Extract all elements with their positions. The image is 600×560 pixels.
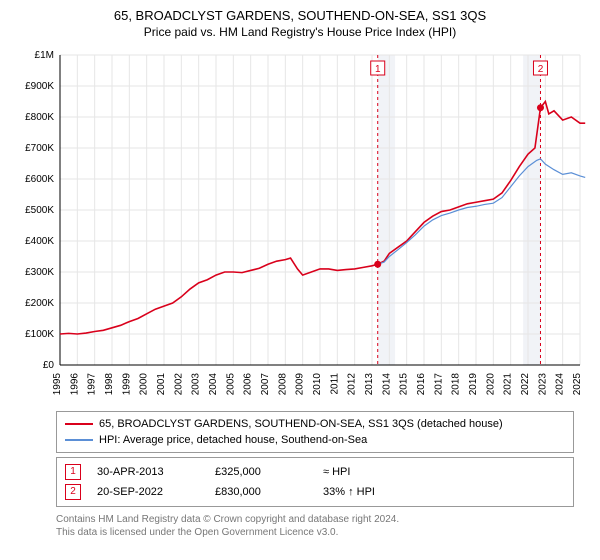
legend-item: HPI: Average price, detached house, Sout… (65, 432, 565, 448)
svg-text:2010: 2010 (312, 373, 323, 396)
chart-plot: £0 £100K £200K £300K £400K £500K £600K £700K £80… (10, 45, 590, 405)
svg-text:2021: 2021 (503, 373, 514, 396)
table-row: 2 20-SEP-2022 £830,000 33% ↑ HPI (65, 482, 565, 502)
svg-text:2007: 2007 (260, 373, 271, 396)
svg-text:2020: 2020 (485, 373, 496, 396)
marker-date: 30-APR-2013 (97, 462, 207, 482)
footer-line: This data is licensed under the Open Gov… (56, 526, 574, 539)
chart-title: 65, BROADCLYST GARDENS, SOUTHEND-ON-SEA,… (10, 8, 590, 23)
svg-text:£200K: £200K (25, 298, 54, 309)
svg-text:2006: 2006 (243, 373, 254, 396)
footer-line: Contains HM Land Registry data © Crown c… (56, 513, 574, 526)
legend: 65, BROADCLYST GARDENS, SOUTHEND-ON-SEA,… (56, 411, 574, 453)
svg-text:2024: 2024 (555, 373, 566, 396)
svg-text:2011: 2011 (329, 373, 340, 395)
markers-table: 1 30-APR-2013 £325,000 ≈ HPI 2 20-SEP-20… (56, 457, 574, 507)
svg-text:2017: 2017 (433, 373, 444, 396)
svg-text:2002: 2002 (173, 373, 184, 396)
svg-text:£100K: £100K (25, 329, 54, 340)
svg-text:2009: 2009 (295, 373, 306, 396)
chart-container: 65, BROADCLYST GARDENS, SOUTHEND-ON-SEA,… (0, 0, 600, 545)
line-chart-svg: £0 £100K £200K £300K £400K £500K £600K £700K £80… (10, 45, 590, 405)
legend-swatch-icon (65, 423, 93, 425)
svg-text:2005: 2005 (225, 373, 236, 396)
svg-text:1995: 1995 (52, 373, 63, 396)
svg-text:£900K: £900K (25, 81, 54, 92)
svg-text:2013: 2013 (364, 373, 375, 396)
svg-text:£300K: £300K (25, 267, 54, 278)
svg-text:£0: £0 (43, 360, 55, 371)
svg-text:2: 2 (538, 64, 544, 75)
svg-text:2022: 2022 (520, 373, 531, 396)
marker-price: £830,000 (215, 482, 315, 502)
svg-text:2025: 2025 (572, 373, 583, 396)
svg-text:2014: 2014 (381, 373, 392, 396)
svg-text:£600K: £600K (25, 174, 54, 185)
svg-text:1: 1 (375, 64, 381, 75)
legend-label: HPI: Average price, detached house, Sout… (99, 432, 367, 448)
svg-text:1996: 1996 (69, 373, 80, 396)
svg-text:2018: 2018 (451, 373, 462, 396)
svg-text:£400K: £400K (25, 236, 54, 247)
svg-text:2003: 2003 (191, 373, 202, 396)
svg-text:£700K: £700K (25, 143, 54, 154)
svg-text:2015: 2015 (399, 373, 410, 396)
svg-text:£1M: £1M (35, 50, 54, 61)
svg-text:2023: 2023 (537, 373, 548, 396)
svg-text:1997: 1997 (87, 373, 98, 396)
svg-text:2008: 2008 (277, 373, 288, 396)
marker-badge: 2 (65, 484, 81, 500)
svg-text:2016: 2016 (416, 373, 427, 396)
svg-text:£500K: £500K (25, 205, 54, 216)
legend-swatch-icon (65, 439, 93, 441)
footer-attribution: Contains HM Land Registry data © Crown c… (56, 513, 574, 539)
legend-item: 65, BROADCLYST GARDENS, SOUTHEND-ON-SEA,… (65, 416, 565, 432)
svg-text:2004: 2004 (208, 373, 219, 396)
svg-text:2012: 2012 (347, 373, 358, 396)
svg-text:£800K: £800K (25, 112, 54, 123)
svg-text:1999: 1999 (121, 373, 132, 396)
marker-date: 20-SEP-2022 (97, 482, 207, 502)
marker-price: £325,000 (215, 462, 315, 482)
svg-text:1998: 1998 (104, 373, 115, 396)
legend-label: 65, BROADCLYST GARDENS, SOUTHEND-ON-SEA,… (99, 416, 503, 432)
svg-text:2019: 2019 (468, 373, 479, 396)
marker-badge: 1 (65, 464, 81, 480)
table-row: 1 30-APR-2013 £325,000 ≈ HPI (65, 462, 565, 482)
chart-subtitle: Price paid vs. HM Land Registry's House … (10, 25, 590, 39)
svg-text:2001: 2001 (156, 373, 167, 396)
marker-delta: 33% ↑ HPI (323, 482, 443, 502)
marker-delta: ≈ HPI (323, 462, 443, 482)
svg-text:2000: 2000 (139, 373, 150, 396)
